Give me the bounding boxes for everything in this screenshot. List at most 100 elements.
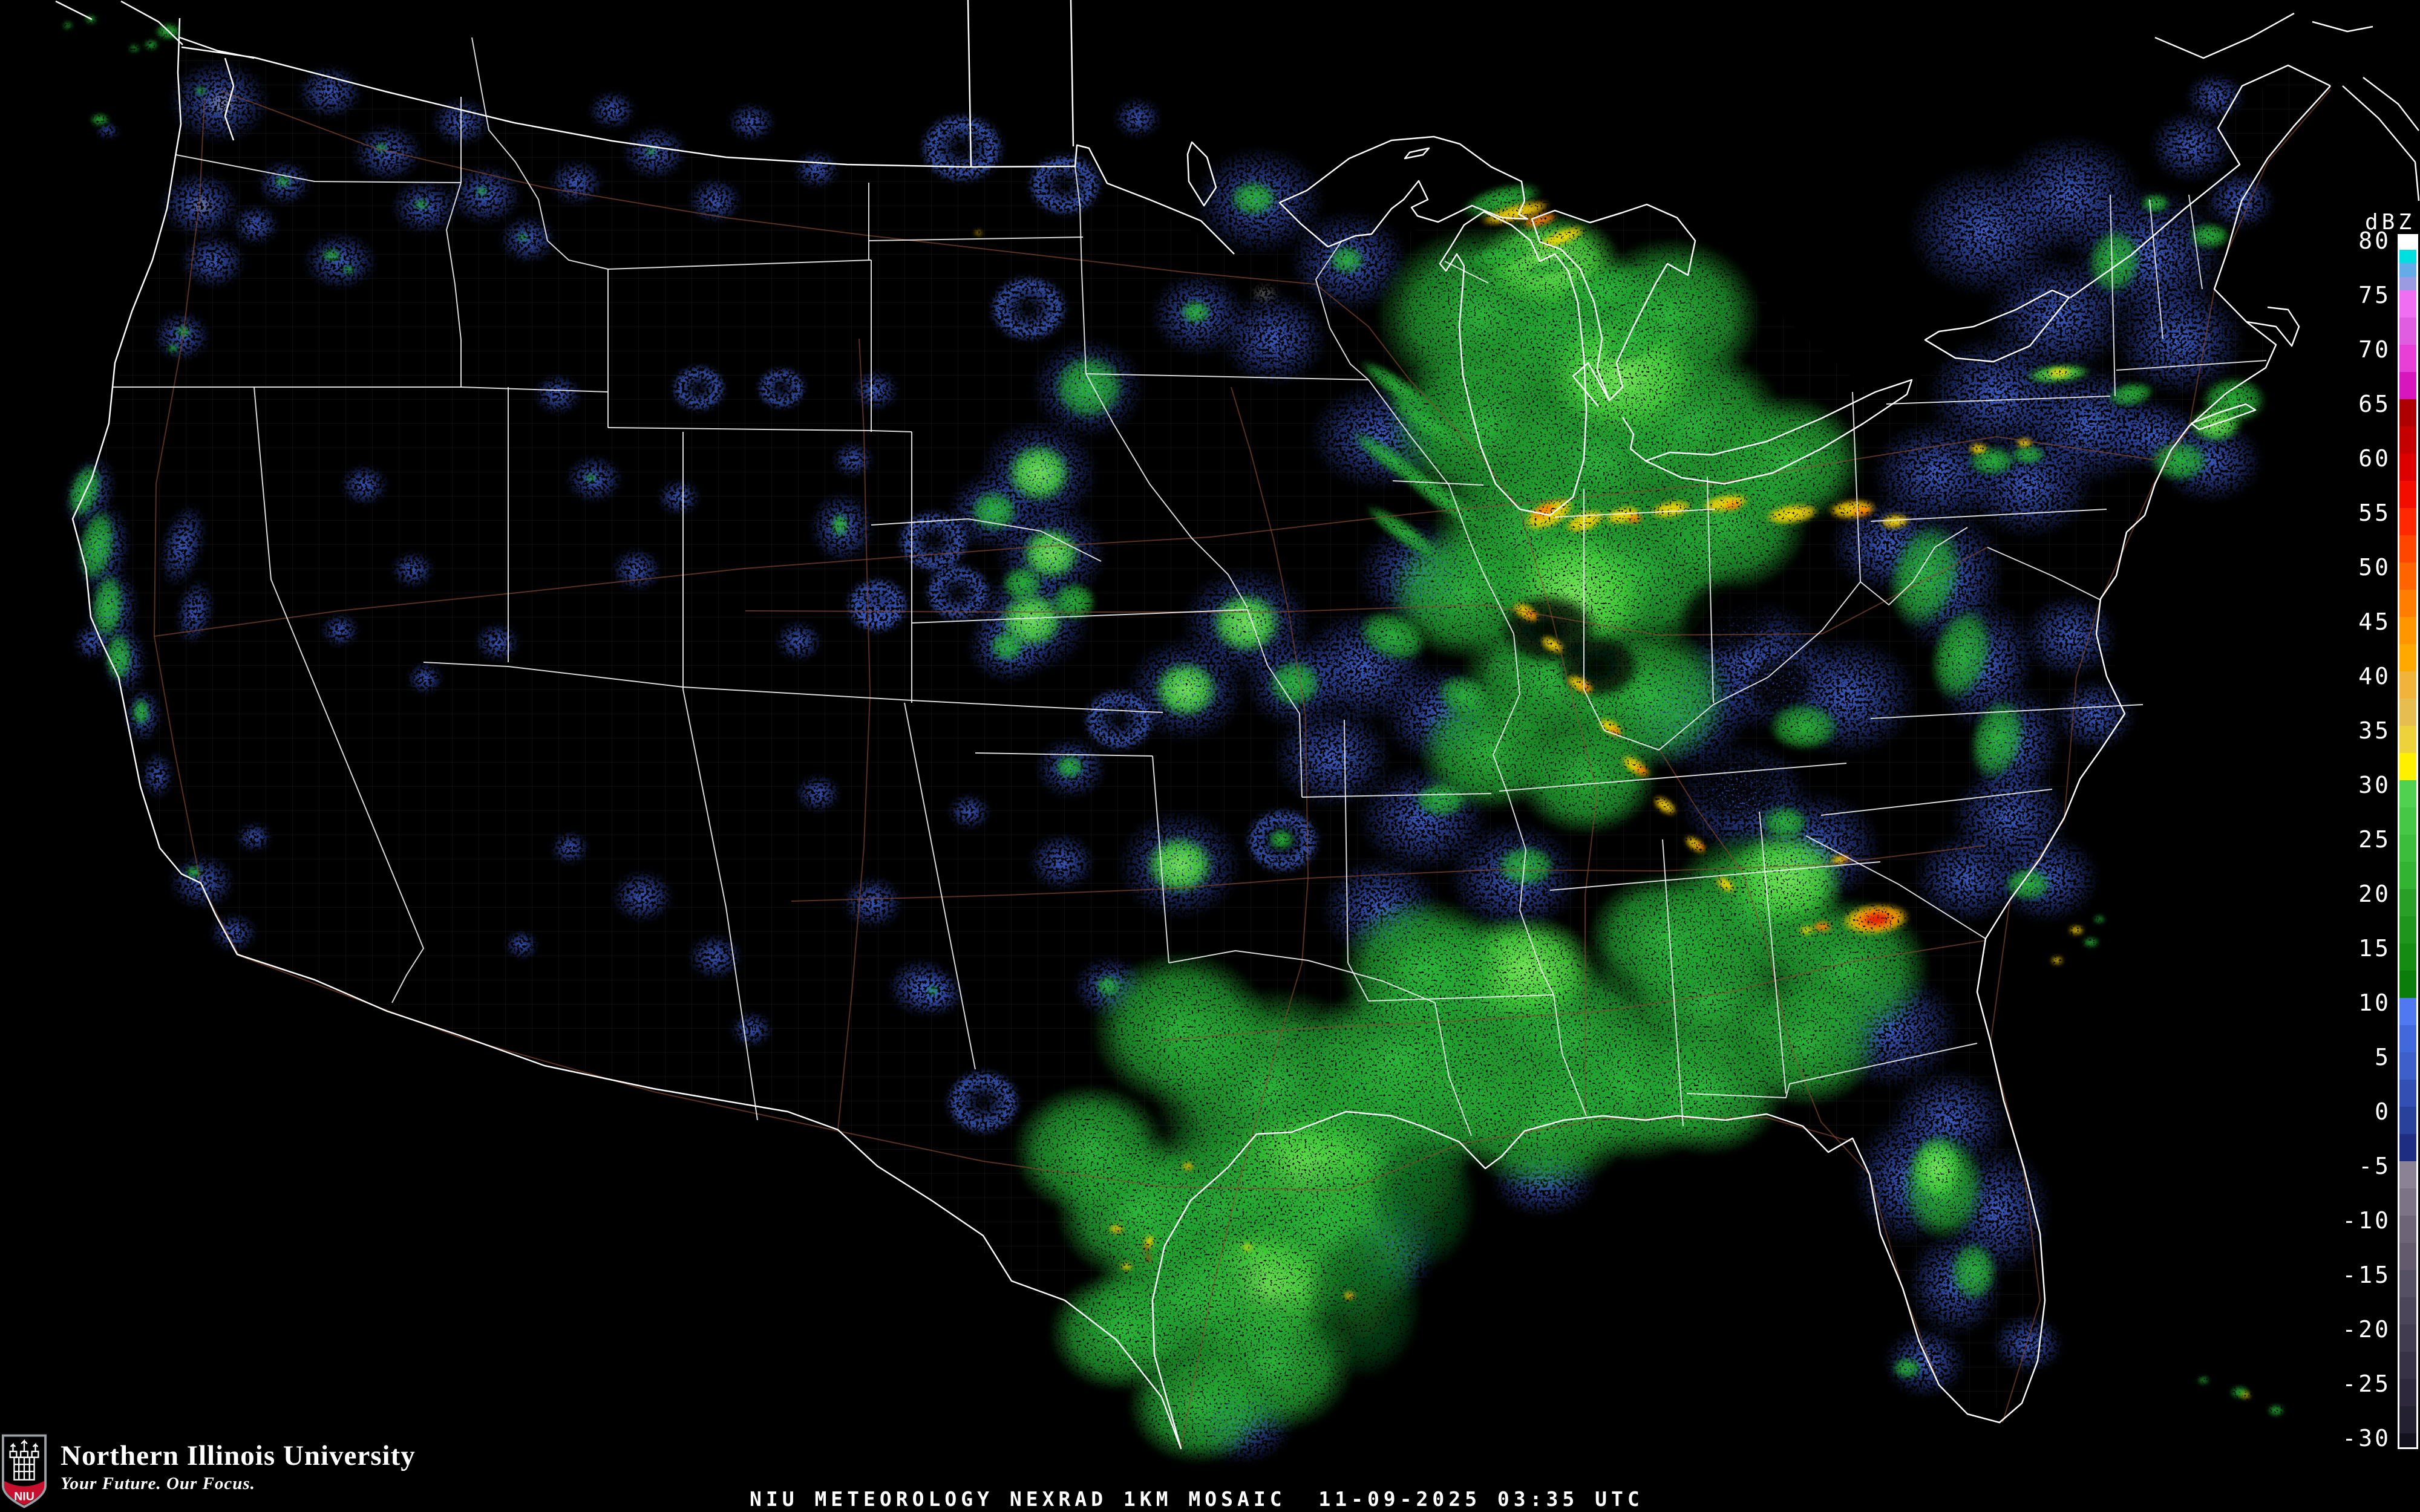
radar-blob xyxy=(1887,522,1963,630)
radar-blob xyxy=(236,822,272,852)
radar-blob xyxy=(1742,653,1817,716)
colorbar-segment xyxy=(2399,1325,2416,1352)
radar-blob xyxy=(1006,443,1072,503)
state-border xyxy=(1368,379,1520,794)
logo-tagline: Your Future. Our Focus. xyxy=(60,1474,255,1493)
radar-blob xyxy=(1522,212,1558,228)
radar-blob xyxy=(2022,594,2119,679)
radar-blob xyxy=(1242,1244,1253,1250)
radar-blob xyxy=(1120,1263,1133,1270)
state-border xyxy=(1870,509,2107,522)
colorbar-segment xyxy=(2399,862,2416,889)
radar-blob xyxy=(549,160,603,206)
road-line xyxy=(1658,748,1940,1386)
state-border xyxy=(253,386,424,1003)
colorbar-segment xyxy=(2399,399,2416,426)
radar-blob xyxy=(1180,300,1211,324)
colorbar-tick-label: 10 xyxy=(2358,989,2391,1016)
colorbar-segment xyxy=(2399,345,2416,372)
radar-blob xyxy=(1601,314,1668,366)
radar-blob xyxy=(1514,715,1659,836)
lake-outline xyxy=(1278,135,1529,248)
state-border xyxy=(471,37,609,270)
radar-blob xyxy=(1716,876,1735,893)
radar-blob xyxy=(1725,830,1846,927)
state-border xyxy=(460,386,609,393)
state-border xyxy=(607,259,872,270)
radar-blob xyxy=(1555,633,1642,700)
radar-blob xyxy=(275,176,292,187)
radar-blob xyxy=(141,752,174,799)
state-border xyxy=(2110,194,2116,397)
shield-niu-text: NIU xyxy=(14,1490,34,1504)
radar-blob xyxy=(927,986,939,995)
colorbar-segment xyxy=(2399,943,2416,971)
coastline xyxy=(224,57,235,141)
colorbar-segment xyxy=(2399,535,2416,562)
map-state-borders-layer xyxy=(113,37,2267,1136)
radar-blob xyxy=(63,22,73,29)
coastline xyxy=(2246,306,2300,347)
radar-blob xyxy=(90,114,110,126)
colorbar-tick-label: 35 xyxy=(2358,717,2391,744)
road-line xyxy=(1519,510,1598,1116)
radar-blob xyxy=(448,165,523,225)
state-border xyxy=(1549,861,1881,891)
colorbar-segment xyxy=(2399,426,2416,454)
radar-blob xyxy=(1723,500,1742,511)
colorbar-segment xyxy=(2399,889,2416,916)
radar-blob xyxy=(1929,607,1993,702)
colorbar-segment xyxy=(2399,1379,2416,1406)
radar-blob xyxy=(1578,682,1592,692)
state-border xyxy=(1301,793,1492,798)
state-border xyxy=(1852,391,1861,582)
road-line xyxy=(837,338,871,1130)
radar-blob xyxy=(129,45,140,52)
state-border xyxy=(904,702,976,1070)
radar-blob xyxy=(924,564,991,622)
radar-blob xyxy=(1626,513,1643,524)
state-border xyxy=(175,154,462,183)
radar-blob xyxy=(2268,1405,2284,1416)
radar-blob xyxy=(2010,445,2046,464)
state-border xyxy=(1507,793,1587,1116)
radar-blob xyxy=(897,510,970,573)
state-border xyxy=(2149,199,2163,339)
radar-blob xyxy=(1992,1314,2064,1374)
radar-blob xyxy=(1113,97,1162,138)
radar-blob xyxy=(1393,463,1489,532)
radar-blob xyxy=(1268,829,1295,850)
radar-blob xyxy=(474,623,520,662)
radar-blob xyxy=(499,215,557,264)
coastline xyxy=(55,0,93,21)
colorbar-segment xyxy=(2399,1216,2416,1243)
colorbar-segment xyxy=(2399,236,2416,250)
radar-blob xyxy=(1338,896,1508,1041)
colorbar-tick-label: 55 xyxy=(2358,500,2391,526)
radar-blob xyxy=(91,572,125,640)
radar-blob xyxy=(1913,833,2022,924)
reflectivity-colorbar xyxy=(2398,234,2418,1449)
radar-blob xyxy=(1185,1165,1192,1170)
state-border xyxy=(1392,480,1484,486)
radar-blob xyxy=(1650,500,1692,519)
colorbar-segment xyxy=(2399,807,2416,835)
coastline xyxy=(179,36,255,59)
colorbar-segment xyxy=(2399,249,2416,263)
state-border xyxy=(871,518,1102,562)
radar-blob xyxy=(1969,443,1988,454)
colorbar-tick-label: -25 xyxy=(2342,1370,2391,1397)
radar-blob xyxy=(841,876,904,929)
radar-blob xyxy=(2069,926,2084,934)
colorbar-tick-label: 40 xyxy=(2358,663,2391,689)
state-border xyxy=(1085,373,1369,380)
radar-blob xyxy=(1540,636,1565,654)
colorbar-segment xyxy=(2399,835,2416,862)
colorbar-segment xyxy=(2399,372,2416,399)
colorbar-tick-label: -30 xyxy=(2342,1425,2391,1452)
coastline xyxy=(2342,85,2420,201)
radar-blob xyxy=(832,442,874,478)
radar-blob xyxy=(1880,513,1910,529)
radar-blob xyxy=(2051,957,2063,964)
